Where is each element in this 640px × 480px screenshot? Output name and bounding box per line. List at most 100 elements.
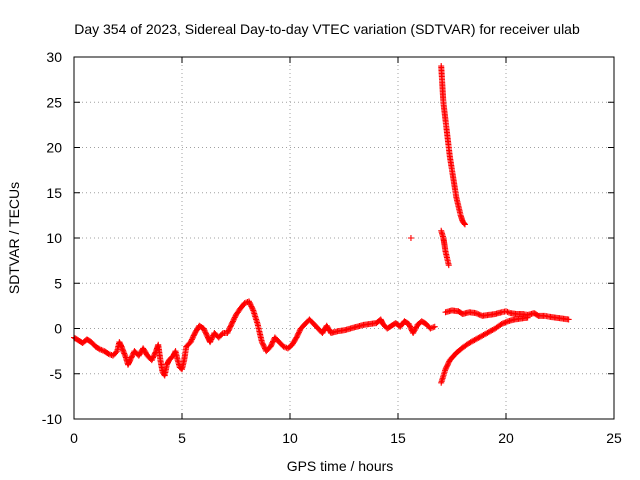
data-point <box>207 339 214 346</box>
data-point <box>427 325 434 332</box>
data-point <box>261 344 268 351</box>
chart-title: Day 354 of 2023, Sidereal Day-to-day VTE… <box>74 21 580 37</box>
data-point <box>477 333 484 340</box>
data-point <box>407 235 414 241</box>
data-point <box>484 329 491 336</box>
data-point <box>203 330 210 337</box>
data-point <box>189 335 196 342</box>
data-point <box>128 354 135 361</box>
y-tick-label: 0 <box>54 321 62 337</box>
data-point <box>260 341 267 348</box>
data-point <box>489 326 496 333</box>
data-point <box>445 262 452 269</box>
data-point <box>231 315 238 322</box>
y-tick-label: 30 <box>46 49 62 65</box>
data-point <box>461 221 468 228</box>
data-points <box>71 63 572 386</box>
data-point <box>208 335 215 342</box>
data-point <box>442 366 449 373</box>
data-point <box>98 346 105 353</box>
data-point <box>267 343 274 350</box>
data-point <box>475 334 482 341</box>
data-point <box>431 323 438 330</box>
data-point <box>227 323 234 330</box>
x-tick-label: 20 <box>498 430 514 446</box>
data-point <box>480 332 487 339</box>
data-point <box>268 342 275 349</box>
y-axis-label: SDTVAR / TECUs <box>6 182 22 294</box>
data-point <box>406 322 413 329</box>
data-point <box>461 220 468 227</box>
data-point <box>96 346 103 353</box>
x-axis-label: GPS time / hours <box>287 458 394 474</box>
data-point <box>280 343 287 350</box>
data-point <box>151 352 158 359</box>
y-tick-label: 20 <box>46 140 62 156</box>
data-point <box>258 339 265 346</box>
data-point <box>294 333 301 340</box>
data-point <box>474 335 481 342</box>
data-point <box>407 324 414 331</box>
x-tick-label: 25 <box>606 430 622 446</box>
data-point <box>248 303 255 310</box>
data-point <box>224 330 231 337</box>
data-point <box>246 299 253 306</box>
data-point <box>208 336 215 343</box>
data-point <box>127 355 134 362</box>
data-point <box>269 339 276 346</box>
data-point <box>188 336 195 343</box>
data-point <box>230 317 237 324</box>
data-point <box>471 337 478 344</box>
data-point <box>443 364 450 371</box>
data-point <box>524 314 531 321</box>
axis-ticks: 0 5 10 15 20 25 -10 -5 0 5 10 15 20 25 30 <box>42 49 622 446</box>
data-point <box>295 329 302 336</box>
data-point <box>481 331 488 338</box>
data-point <box>150 353 157 360</box>
data-point <box>188 337 195 344</box>
data-point <box>149 355 156 362</box>
data-point <box>268 341 275 348</box>
data-point <box>294 331 301 338</box>
x-tick-label: 5 <box>178 430 186 446</box>
data-point <box>231 314 238 321</box>
series-lower-arc <box>438 314 531 386</box>
data-point <box>201 328 208 335</box>
data-point <box>229 319 236 326</box>
series-main-track <box>71 298 438 379</box>
data-point <box>200 325 207 332</box>
data-point <box>228 320 235 327</box>
data-point <box>295 330 302 337</box>
data-point <box>412 325 419 332</box>
data-point <box>201 326 208 333</box>
data-point <box>247 302 254 309</box>
data-point <box>444 362 451 369</box>
series-upper-band <box>442 307 572 323</box>
data-point <box>249 304 256 311</box>
data-point <box>444 361 451 368</box>
data-point <box>226 324 233 331</box>
data-point <box>259 340 266 347</box>
data-point <box>472 336 479 343</box>
data-point <box>504 308 511 315</box>
plot-frame <box>73 56 615 420</box>
data-point <box>113 349 120 356</box>
data-point <box>190 333 197 340</box>
data-point <box>468 338 475 345</box>
data-point <box>467 339 474 346</box>
data-point <box>410 330 417 337</box>
y-tick-label: 15 <box>46 185 62 201</box>
series-high-branch <box>438 63 468 228</box>
data-point <box>413 324 419 331</box>
data-point <box>245 298 252 305</box>
data-point <box>190 332 197 339</box>
data-point <box>293 334 300 341</box>
y-tick-label: 5 <box>54 275 62 291</box>
data-point <box>407 323 414 330</box>
data-point <box>249 306 256 313</box>
data-point <box>203 331 210 338</box>
x-tick-label: 0 <box>70 430 78 446</box>
data-point <box>202 329 209 336</box>
y-tick-label: -10 <box>42 411 62 427</box>
